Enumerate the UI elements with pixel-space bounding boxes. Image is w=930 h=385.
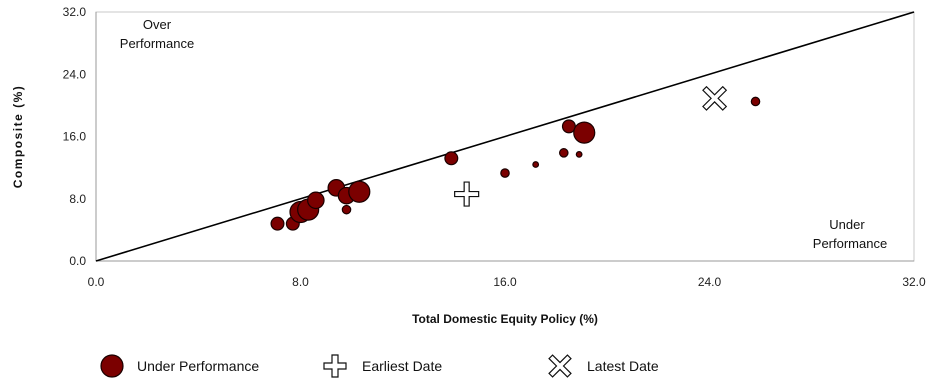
data-point	[341, 204, 352, 215]
legend-circle-icon	[100, 354, 124, 378]
axis-ticks: 0.0 8.0 16.0 24.0 32.0 0.0 8.0 16.0 24.0 32.0	[63, 5, 926, 289]
region-label-over: Over Performance	[120, 17, 194, 51]
region-label-under: Under Performance	[813, 217, 887, 251]
data-point	[307, 191, 325, 210]
earliest-date-point	[454, 181, 480, 207]
x-axis-title: Total Domestic Equity Policy (%)	[412, 312, 598, 326]
data-point	[444, 151, 459, 166]
x-tick-label: 32.0	[902, 275, 926, 289]
x-tick-label: 8.0	[292, 275, 309, 289]
data-point	[270, 216, 285, 231]
y-tick-label: 16.0	[63, 130, 87, 144]
y-axis-title: Composite (%)	[11, 85, 25, 189]
data-point	[500, 168, 510, 178]
data-point	[750, 96, 761, 107]
y-tick-label: 0.0	[69, 254, 86, 268]
diagonal-line	[95, 11, 915, 262]
data-point	[348, 180, 371, 203]
reference-line	[95, 11, 915, 262]
cross-icon	[454, 181, 480, 207]
x-tick-label: 24.0	[698, 275, 722, 289]
region-label-over-line-2: Performance	[120, 36, 194, 51]
plot-area	[95, 11, 915, 262]
region-label-under-line-2: Performance	[813, 236, 887, 251]
region-label-under-line-1: Under	[829, 217, 865, 232]
y-tick-label: 32.0	[63, 5, 87, 19]
latest-date-point	[702, 85, 728, 111]
data-point	[532, 161, 540, 168]
legend-x-icon	[548, 354, 572, 378]
legend-cross-icon	[323, 354, 347, 378]
legend-item-under-performance: Under Performance	[100, 354, 259, 378]
legend-label-earliest-date: Earliest Date	[362, 358, 442, 374]
y-tick-label: 24.0	[63, 67, 87, 81]
y-tick-label: 8.0	[69, 192, 86, 206]
data-point	[558, 148, 569, 158]
data-points	[270, 85, 761, 231]
x-tick-label: 16.0	[493, 275, 517, 289]
x-tick-label: 0.0	[88, 275, 105, 289]
legend: Under Performance Earliest Date Latest D…	[100, 354, 659, 378]
data-point	[573, 121, 596, 144]
legend-item-latest-date: Latest Date	[548, 354, 659, 378]
legend-label-under-performance: Under Performance	[137, 358, 259, 374]
region-label-over-line-1: Over	[143, 17, 172, 32]
x-icon	[702, 85, 728, 111]
legend-item-earliest-date: Earliest Date	[323, 354, 442, 378]
legend-label-latest-date: Latest Date	[587, 358, 659, 374]
data-point	[575, 150, 583, 158]
